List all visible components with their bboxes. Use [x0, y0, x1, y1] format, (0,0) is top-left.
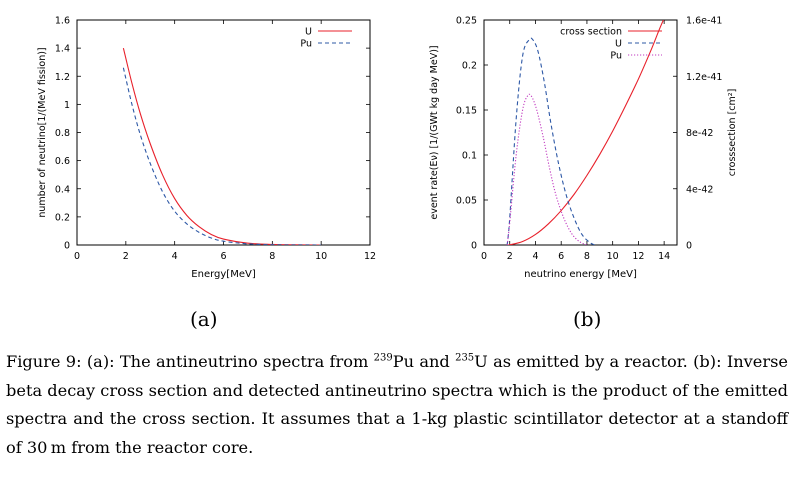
x-tick-label: 0	[74, 251, 80, 262]
y-tick-label: 0.05	[456, 196, 477, 207]
caption-sup-1: 239	[373, 352, 393, 364]
x-tick-label: 2	[123, 251, 129, 262]
series-line-u	[506, 37, 595, 245]
y2-tick-label: 0	[686, 241, 692, 252]
legend-label-u: U	[615, 39, 622, 50]
series-line-u	[122, 47, 322, 245]
caption-figure-label: Figure 9:	[6, 352, 82, 371]
legend-label-pu: Pu	[610, 51, 622, 62]
legend-label-pu: Pu	[300, 39, 312, 50]
y-tick-label: 0	[64, 241, 70, 252]
y-tick-label: 0.6	[55, 156, 70, 167]
legend-label-u: U	[305, 27, 312, 38]
y-tick-label: 0.25	[456, 16, 477, 27]
series-line-pu	[506, 93, 588, 245]
x-tick-label: 10	[315, 251, 327, 262]
x-tick-label: 12	[632, 251, 644, 262]
y-tick-label: 0.4	[55, 184, 70, 195]
panel-label-a: (a)	[190, 307, 218, 331]
y2-tick-label: 1.2e-41	[686, 72, 722, 83]
caption-text-1: (a): The antineutrino spectra from	[81, 352, 374, 371]
y2-tick-label: 1.6e-41	[686, 16, 722, 27]
panel-label-b: (b)	[573, 307, 602, 331]
caption-text-2: Pu and	[392, 352, 456, 371]
x-axis-label: neutrino energy [MeV]	[524, 269, 637, 280]
plot-frame	[483, 19, 678, 246]
legend-label-cross-section: cross section	[560, 27, 622, 38]
figure-caption: Figure 9: (a): The antineutrino spectra …	[6, 348, 788, 462]
y-tick-label: 1.2	[55, 72, 70, 83]
x-axis-label: Energy[MeV]	[191, 269, 256, 280]
caption-text-3: U as emitted by a reactor. (b): Inverse …	[6, 352, 789, 457]
x-tick-label: 6	[220, 251, 226, 262]
x-tick-label: 8	[269, 251, 275, 262]
y-tick-label: 1.6	[55, 16, 70, 27]
x-tick-label: 12	[364, 251, 376, 262]
y-axis-label: event rate(Eν) [1/(GWt kg day MeV)]	[429, 45, 440, 219]
x-tick-label: 14	[658, 251, 670, 262]
chart-a: 0 2 4 6 8 10 12 0 0.2 0.4 0.6 0.8 1 1.2 1.4 1.6 Energy[M…	[37, 16, 376, 281]
x-tick-label: 4	[172, 251, 178, 262]
y2-tick-label: 4e-42	[686, 184, 713, 195]
x-tick-label: 10	[607, 251, 619, 262]
x-tick-label: 6	[558, 251, 564, 262]
series-line-cross-section	[507, 20, 665, 245]
chart-b: 0 2 4 6 8 10 12 14 0 0.05 0.1 0.15 0.2 0.25 0 4e-42 8e-4…	[429, 16, 738, 281]
series-line-pu	[122, 67, 322, 245]
y-tick-label: 1.4	[55, 44, 70, 55]
y-tick-label: 0	[471, 241, 477, 252]
x-tick-label: 0	[481, 251, 487, 262]
x-tick-label: 8	[584, 251, 590, 262]
y2-tick-label: 8e-42	[686, 128, 713, 139]
y-tick-label: 0.8	[55, 128, 70, 139]
y-tick-label: 0.1	[462, 151, 477, 162]
y-tick-label: 1	[64, 100, 70, 111]
y-tick-label: 0.15	[456, 106, 477, 117]
x-tick-label: 2	[507, 251, 513, 262]
x-tick-label: 4	[532, 251, 538, 262]
plot-frame	[76, 19, 371, 246]
caption-sup-2: 235	[455, 352, 475, 364]
y-axis-label: number of neutrino[1/(MeV fission)]	[37, 47, 48, 217]
y-tick-label: 0.2	[55, 212, 70, 223]
y-tick-label: 0.2	[462, 61, 477, 72]
y2-axis-label: crosssection [cm²]	[727, 89, 738, 177]
